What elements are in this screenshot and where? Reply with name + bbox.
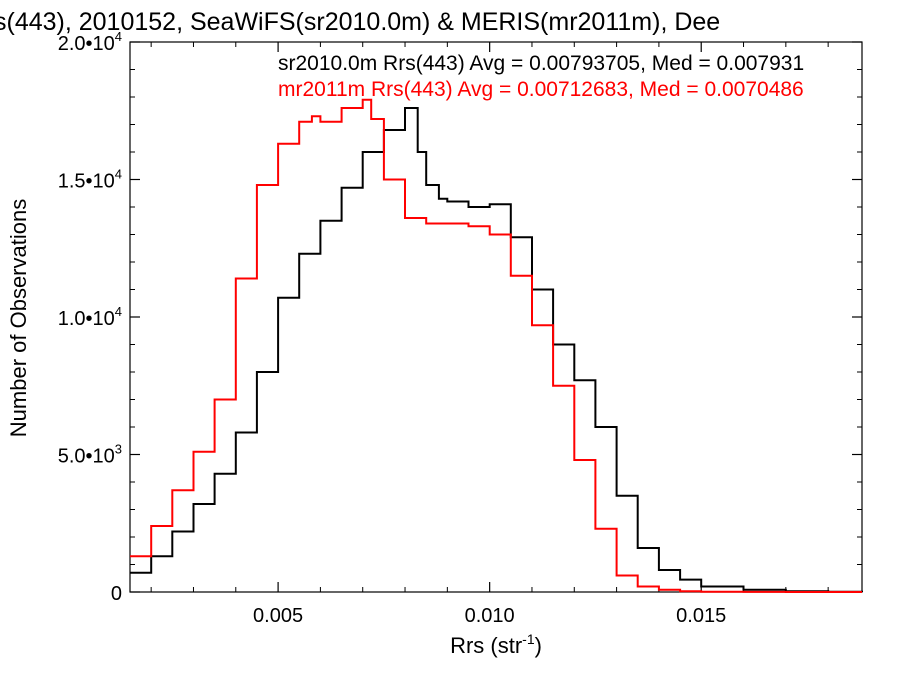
- x-tick-label-0: 0.005: [253, 605, 303, 627]
- series-mr2011-red-line: [130, 98, 862, 593]
- x-tick-label-1: 0.010: [465, 605, 515, 627]
- y-tick-label-0: 0: [111, 583, 122, 605]
- x-tick-label-2: 0.015: [676, 605, 726, 627]
- x-axis-label-suffix: ): [535, 633, 542, 658]
- x-axis-label-main: Rrs (str: [450, 633, 522, 658]
- y-tick-label-1: 5.0•103: [58, 442, 122, 468]
- legend: sr2010.0m Rrs(443) Avg = 0.00793705, Med…: [278, 52, 804, 101]
- y-axis-label: Number of Observations: [6, 199, 31, 437]
- y-tick-label-3: 1.5•104: [58, 167, 122, 193]
- legend-entry-1: mr2011m Rrs(443) Avg = 0.00712683, Med =…: [278, 78, 804, 101]
- x-axis: 0.005 0.010 0.015: [150, 42, 829, 627]
- y-axis: 0 5.0•103 1.0•104 1.5•104 2.0•104: [58, 29, 862, 605]
- x-axis-label-exponent: -1: [522, 631, 535, 647]
- y-tick-label-2: 1.0•104: [58, 304, 122, 330]
- legend-entry-0: sr2010.0m Rrs(443) Avg = 0.00793705, Med…: [278, 52, 804, 75]
- series-sr2010-black-line: [130, 107, 863, 593]
- y-tick-label-4: 2.0•104: [58, 29, 122, 55]
- chart-title: s(443), 2010152, SeaWiFS(sr2010.0m) & ME…: [0, 8, 720, 36]
- series-layer: [130, 98, 863, 593]
- x-axis-label: Rrs (str-1): [450, 631, 542, 658]
- plot-border: [129, 41, 863, 593]
- plot-frame: [129, 41, 863, 593]
